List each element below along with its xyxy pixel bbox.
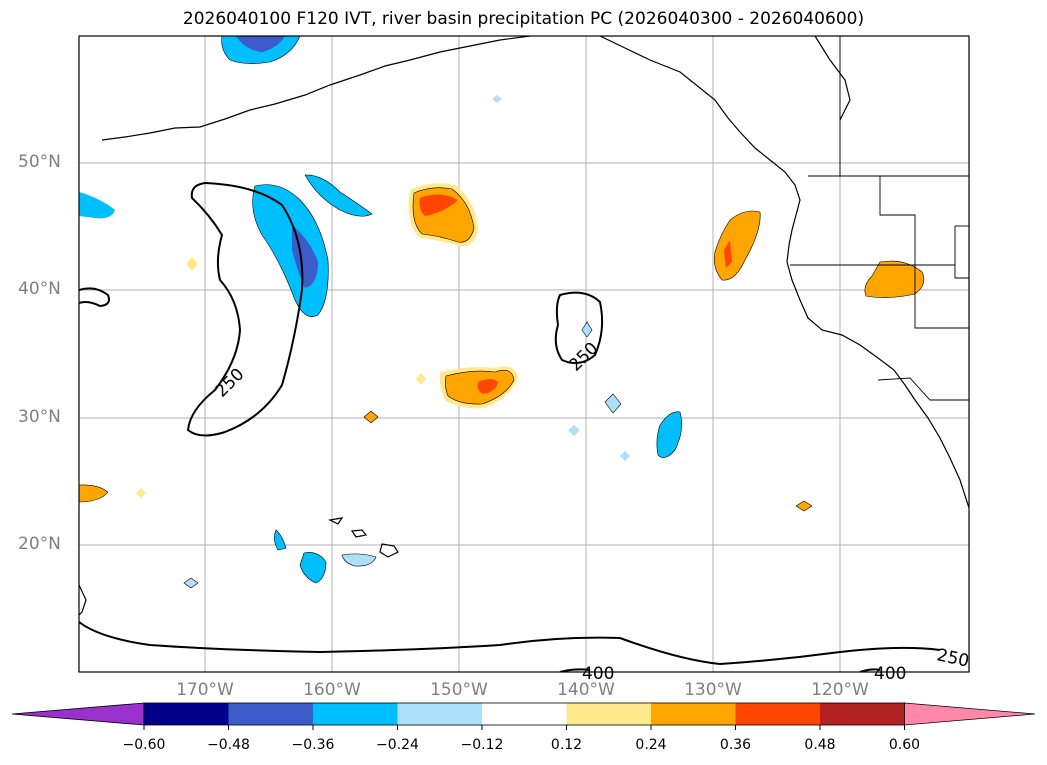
colorbar [11, 702, 1036, 730]
colorbar-tick-9: 0.48 [804, 737, 836, 753]
pos-anomaly-coast-core [724, 240, 732, 268]
pos-anomaly-small-5 [136, 488, 146, 498]
ivt-contours [79, 181, 941, 672]
contour-label-4: 400 [582, 664, 614, 684]
colorbar-bin-2 [228, 703, 313, 725]
colorbar-bin-7 [651, 703, 736, 725]
neg-anomaly-alaska-core [236, 36, 285, 52]
map-title: 2026040100 F120 IVT, river basin precipi… [182, 9, 865, 29]
lat-label-40n: 40°N [18, 279, 61, 299]
graticule [79, 36, 969, 672]
contour-label-3: 250 [935, 645, 971, 671]
pos-anomaly-small-2 [363, 410, 379, 424]
neg-anomaly-east-pac [656, 411, 682, 458]
lon-label-140w: 140°W [557, 680, 615, 700]
map-frame [78, 35, 970, 673]
neg-anomaly-small-1 [604, 393, 622, 414]
colorbar-extend-low [11, 702, 145, 726]
contour-label-2: 250 [565, 338, 602, 375]
neg-anomaly-central [252, 184, 329, 317]
borders [790, 36, 969, 401]
neg-anomaly-small-6 [492, 95, 502, 103]
colorbar-bin-9 [820, 703, 905, 725]
contour-label-5: 400 [874, 664, 906, 684]
contour-labels: 250 250 250 400 400 [211, 338, 970, 684]
contour-250-west [79, 287, 110, 308]
contour-250-mid [554, 291, 604, 365]
neg-anomaly-hawaii-3 [341, 553, 377, 567]
lat-label-50n: 50°N [18, 152, 61, 172]
neg-anomaly-small-3 [183, 577, 199, 589]
colorbar-bin-6 [566, 703, 651, 725]
neg-anomaly-west-edge [79, 192, 115, 219]
colorbar-tick-5: −0.12 [460, 737, 504, 753]
lat-label-30n: 30°N [18, 407, 61, 427]
colorbar-bin-5 [482, 703, 567, 725]
neg-anomaly-small-5 [620, 451, 630, 461]
colorbar-bin-8 [735, 703, 820, 725]
contour-250-left [186, 181, 304, 437]
colorbar-tick-1: −0.60 [122, 737, 166, 753]
lon-label-160w: 160°W [303, 680, 361, 700]
colorbar-bin-1 [144, 703, 229, 725]
contour-400-south-b [859, 668, 881, 672]
contour-250-south [79, 621, 941, 666]
pos-anomaly-coast [714, 210, 761, 281]
coastlines [79, 36, 969, 616]
neg-anomaly-small-4 [568, 425, 580, 436]
lon-label-170w: 170°W [176, 680, 234, 700]
lat-label-20n: 20°N [18, 534, 61, 554]
precip-shading [79, 36, 925, 589]
pos-anomaly-small-3 [795, 500, 813, 512]
pos-anomaly-west-edge [79, 484, 109, 503]
colorbar-bin-4 [397, 703, 482, 725]
neg-anomaly-northeast [304, 174, 373, 217]
map-plot-area [79, 36, 969, 672]
colorbar-extend-high [904, 702, 1036, 726]
pos-anomaly-south-core [477, 379, 498, 394]
lon-label-150w: 150°W [430, 680, 488, 700]
colorbar-tick-3: −0.36 [291, 737, 335, 753]
colorbar-tick-10: 0.60 [888, 737, 921, 753]
contour-400-south-a [559, 668, 591, 672]
neg-anomaly-hawaii-2 [299, 552, 327, 584]
colorbar-tick-4: −0.24 [376, 737, 419, 753]
colorbar-tick-6: 0.12 [550, 737, 583, 753]
contour-label-1: 250 [211, 364, 248, 401]
neg-anomaly-small-2 [581, 321, 593, 338]
pos-anomaly-north-core [419, 194, 458, 216]
colorbar-tick-8: 0.36 [719, 737, 752, 753]
colorbar-tick-7: 0.24 [635, 737, 667, 753]
pos-anomaly-small-4 [416, 373, 426, 385]
lon-label-120w: 120°W [811, 680, 869, 700]
colorbar-tick-2: −0.48 [207, 737, 250, 753]
colorbar-bin-3 [313, 703, 398, 725]
pos-anomaly-small-1 [186, 257, 198, 271]
neg-anomaly-hawaii-1 [274, 529, 287, 551]
lon-label-130w: 130°W [684, 680, 742, 700]
